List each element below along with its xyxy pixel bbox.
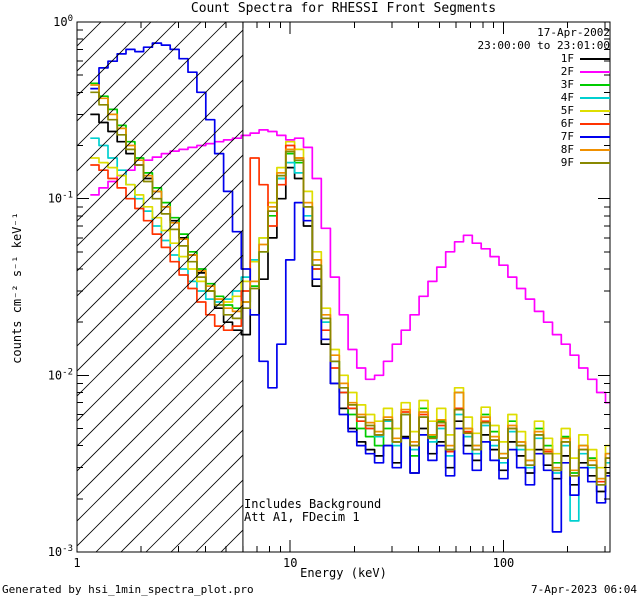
legend-row: 9F <box>478 156 610 169</box>
x-tick-label: 10 <box>283 556 297 570</box>
legend-row: 8F <box>478 143 610 156</box>
legend-series-label: 5F <box>560 104 574 117</box>
legend-time-range: 23:00:00 to 23:01:00 <box>477 39 610 52</box>
legend-series-line-swatch <box>580 57 610 60</box>
legend-series-line-swatch <box>580 109 610 112</box>
legend-row: 4F <box>478 91 610 104</box>
legend-series-line-swatch <box>580 70 610 73</box>
y-tick-label: 10-3 <box>48 544 73 559</box>
legend-series-list: 1F 2F 3F 4F 5F 6F 7F 8F 9F <box>478 52 610 169</box>
x-tick-label: 100 <box>493 556 515 570</box>
legend-row: 2F <box>478 65 610 78</box>
x-tick-label: 1 <box>73 556 80 570</box>
legend-row: 3F <box>478 78 610 91</box>
legend-series-label: 6F <box>560 117 574 130</box>
legend-date: 17-Apr-2002 <box>537 26 610 39</box>
series-curve-5F <box>90 140 610 469</box>
y-tick-label: 10-2 <box>48 367 73 382</box>
legend-row: 6F <box>478 117 610 130</box>
y-tick-label: 10-1 <box>48 191 73 206</box>
page-title: Count Spectra for RHESSI Front Segments <box>190 1 497 16</box>
legend-series-label: 9F <box>560 156 574 169</box>
legend-series-line-swatch <box>580 135 610 138</box>
y-axis-label: counts cm⁻² s⁻¹ keV⁻¹ <box>10 212 24 364</box>
legend-series-label: 1F <box>560 52 574 65</box>
series-curve-9F <box>90 91 610 486</box>
legend-series-label: 3F <box>560 78 574 91</box>
legend-series-line-swatch <box>580 148 610 151</box>
plot-border <box>76 21 611 553</box>
x-axis-label: Energy (keV) <box>300 566 387 580</box>
axis-ticks <box>76 21 610 553</box>
footer-generator-text: Generated by hsi_1min_spectra_plot.pro <box>2 583 254 596</box>
legend-row: 7F <box>478 130 610 143</box>
series-curve-2F <box>90 129 610 404</box>
plot-legend: 17-Apr-2002 23:00:00 to 23:01:00 1F 2F 3F 4… <box>478 26 610 169</box>
legend-series-label: 8F <box>560 143 574 156</box>
y-tick-label: 100 <box>53 14 73 29</box>
hatch-region <box>77 22 243 552</box>
legend-series-line-swatch <box>580 96 610 99</box>
legend-series-line-swatch <box>580 161 610 164</box>
legend-series-label: 4F <box>560 91 574 104</box>
series-curve-7F <box>90 42 610 533</box>
legend-series-label: 2F <box>560 65 574 78</box>
footer-generated-datetime: 7-Apr-2023 06:04 <box>531 583 637 596</box>
annotation-attenuator-state: Att A1, FDecim 1 <box>244 510 360 524</box>
legend-series-label: 7F <box>560 130 574 143</box>
legend-row: 1F <box>478 52 610 65</box>
annotation-background: Includes Background <box>244 497 382 511</box>
legend-series-line-swatch <box>580 83 610 86</box>
legend-row: 5F <box>478 104 610 117</box>
legend-series-line-swatch <box>580 122 610 125</box>
